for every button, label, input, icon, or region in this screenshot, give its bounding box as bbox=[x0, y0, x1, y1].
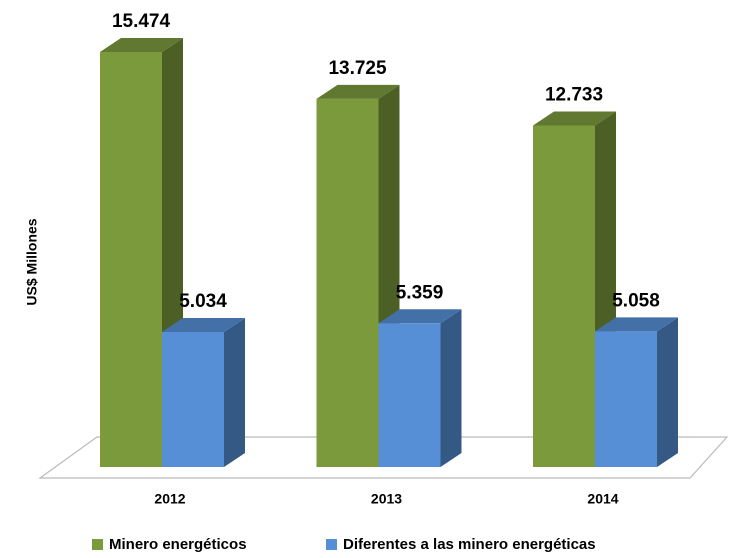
y-axis-label: US$ Millones bbox=[24, 218, 40, 305]
legend-swatch bbox=[92, 539, 103, 550]
bar-front bbox=[595, 331, 657, 467]
bar bbox=[595, 317, 678, 467]
bar-side bbox=[657, 317, 678, 467]
data-label: 5.359 bbox=[396, 282, 444, 303]
bar-front bbox=[533, 125, 595, 467]
bar-top bbox=[533, 111, 616, 126]
bar-top bbox=[595, 317, 678, 332]
bar bbox=[378, 309, 462, 467]
legend-label: Minero energéticos bbox=[109, 536, 247, 553]
bar-front bbox=[378, 323, 441, 467]
x-tick-label: 2014 bbox=[587, 491, 618, 507]
data-label: 5.058 bbox=[612, 290, 660, 311]
x-tick-label: 2012 bbox=[154, 491, 185, 507]
data-label: 15.474 bbox=[112, 11, 171, 32]
bar-side bbox=[440, 309, 462, 467]
bar-top bbox=[162, 317, 245, 332]
bar-top bbox=[100, 38, 183, 52]
bar-front bbox=[162, 331, 224, 467]
bar-top bbox=[316, 84, 400, 99]
data-label: 13.725 bbox=[328, 58, 387, 79]
legend-swatch bbox=[326, 539, 337, 550]
x-tick-label: 2013 bbox=[371, 491, 402, 507]
data-label: 12.733 bbox=[545, 85, 603, 106]
data-label: 5.034 bbox=[179, 291, 227, 312]
legend-label: Diferentes a las minero energéticas bbox=[343, 536, 596, 553]
bar-side bbox=[224, 317, 245, 467]
bar-front bbox=[316, 98, 379, 468]
bar bbox=[162, 317, 245, 467]
bar-top bbox=[378, 309, 462, 324]
bar-front bbox=[100, 52, 162, 467]
